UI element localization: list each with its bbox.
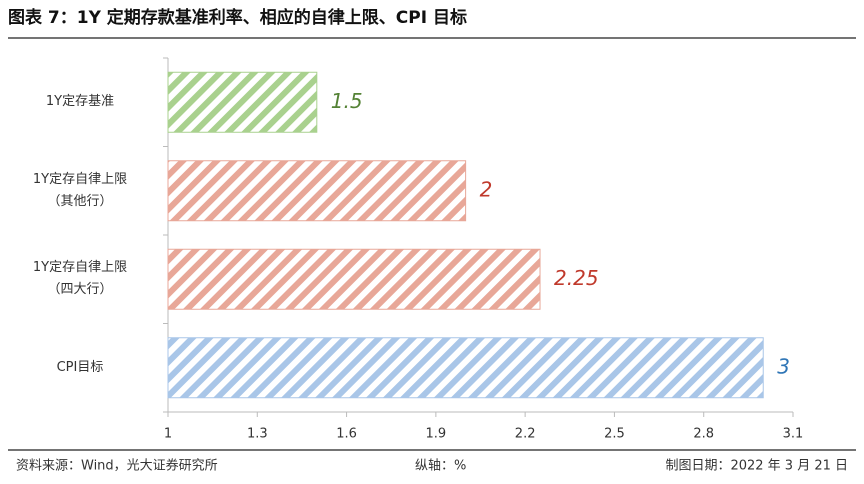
bar — [167, 71, 318, 133]
y-tick-label: 1Y定存基准 — [45, 94, 115, 110]
bar — [167, 160, 467, 222]
y-tick-label: 1Y定存自律上限 （四大行） — [32, 260, 128, 298]
x-tick-label: 1.9 — [426, 427, 447, 442]
source-note: 资料来源：Wind，光大证券研究所 — [16, 458, 218, 474]
bar — [167, 248, 541, 310]
axis-note: 纵轴：% — [415, 459, 466, 474]
x-tick-label: 3.1 — [783, 427, 804, 442]
value-label: 2 — [480, 177, 493, 201]
value-label: 2.25 — [554, 266, 599, 290]
x-tick-label: 1.6 — [336, 427, 357, 442]
x-tick-label: 1 — [164, 427, 172, 442]
y-tick-label: CPI目标 — [56, 359, 104, 375]
chart-title: 图表 7：1Y 定期存款基准利率、相应的自律上限、CPI 目标 — [8, 7, 467, 28]
x-tick-label: 1.3 — [247, 427, 268, 442]
x-tick-label: 2.5 — [604, 427, 625, 442]
bar — [167, 337, 764, 399]
date-note: 制图日期：2022 年 3 月 21 日 — [665, 459, 848, 474]
value-label: 1.5 — [331, 89, 363, 113]
x-tick-label: 2.8 — [693, 427, 714, 442]
x-tick-label: 2.2 — [515, 427, 536, 442]
y-tick-label: 1Y定存自律上限 （其他行） — [32, 171, 128, 209]
value-label: 3 — [777, 354, 790, 378]
